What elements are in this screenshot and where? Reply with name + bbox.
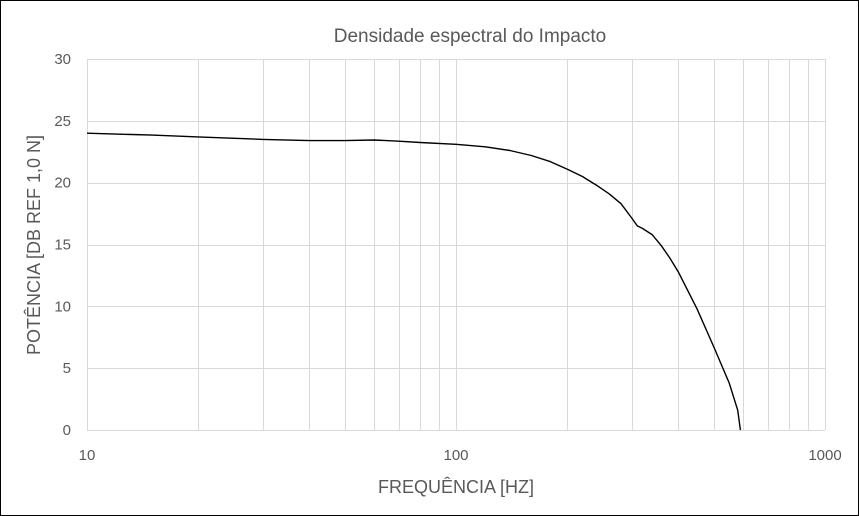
x-tick-label: 1000 xyxy=(808,447,841,464)
grid xyxy=(87,59,826,431)
tick-labels: 0 5 10 15 20 25 30 10 100 1000 xyxy=(54,51,841,464)
y-tick-label: 20 xyxy=(54,175,71,192)
y-tick-label: 10 xyxy=(54,298,71,315)
series-line xyxy=(86,132,742,431)
x-tick-label: 100 xyxy=(443,447,468,464)
y-tick-label: 0 xyxy=(63,422,71,439)
y-tick-label: 5 xyxy=(63,360,71,377)
x-tick-label: 10 xyxy=(79,447,96,464)
y-tick-label: 25 xyxy=(54,113,71,130)
y-tick-label: 15 xyxy=(54,237,71,254)
x-axis-title: FREQUÊNCIA [HZ] xyxy=(378,477,534,497)
y-tick-label: 30 xyxy=(54,51,71,68)
y-axis-title: POTÊNCIA [DB REF 1,0 N] xyxy=(24,135,44,355)
chart-title: Densidade espectral do Impacto xyxy=(334,26,607,47)
